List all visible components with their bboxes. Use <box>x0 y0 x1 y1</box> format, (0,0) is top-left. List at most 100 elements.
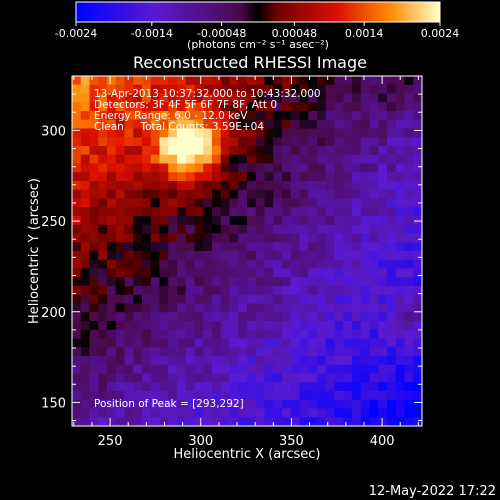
heatmap-cell <box>413 364 422 375</box>
heatmap-cell <box>194 312 204 322</box>
heatmap-cell <box>150 111 161 121</box>
heatmap-cell <box>168 294 178 305</box>
heatmap-cell <box>369 347 379 357</box>
heatmap-cell <box>72 119 82 130</box>
heatmap-cell <box>133 189 143 200</box>
heatmap-cell <box>308 119 318 130</box>
heatmap-cell <box>212 268 222 278</box>
heatmap-cell <box>299 286 309 296</box>
heatmap-cell <box>107 207 117 217</box>
heatmap-cell <box>264 181 274 191</box>
heatmap-cell <box>378 259 388 270</box>
heatmap-cell <box>325 277 336 287</box>
heatmap-cell <box>334 111 344 121</box>
heatmap-cell <box>325 321 336 331</box>
heatmap-cell <box>115 233 126 243</box>
heatmap-cell <box>282 312 292 322</box>
heatmap-cell <box>273 373 283 383</box>
heatmap-cell <box>212 224 222 235</box>
heatmap-cell <box>360 119 371 130</box>
heatmap-cell <box>142 207 152 217</box>
heatmap-cell <box>89 347 99 357</box>
heatmap-cell <box>395 128 406 138</box>
heatmap-cell <box>98 137 108 147</box>
heatmap-cell <box>404 146 414 156</box>
heatmap-cell <box>115 417 126 426</box>
heatmap-cell <box>98 364 108 375</box>
heatmap-cell <box>168 224 178 235</box>
heatmap-cell <box>264 277 274 287</box>
heatmap-cell <box>247 251 257 261</box>
heatmap-cell <box>212 373 222 383</box>
heatmap-cell <box>404 198 414 208</box>
heatmap-cell <box>220 242 231 252</box>
heatmap-cell <box>220 172 231 182</box>
heatmap-cell <box>299 382 309 392</box>
heatmap-cell <box>255 172 266 182</box>
heatmap-cell <box>404 259 414 270</box>
heatmap-cell <box>325 286 336 296</box>
heatmap-cell <box>308 399 318 410</box>
heatmap-cell <box>247 259 257 270</box>
heatmap-cell <box>238 408 248 418</box>
heatmap-cell <box>273 391 283 401</box>
heatmap-cell <box>255 233 266 243</box>
heatmap-cell <box>308 216 318 226</box>
heatmap-cell <box>264 408 274 418</box>
heatmap-cell <box>159 146 169 156</box>
heatmap-cell <box>142 172 152 182</box>
heatmap-cell <box>317 277 327 287</box>
heatmap-cell <box>264 189 274 200</box>
heatmap-cell <box>352 146 362 156</box>
heatmap-cell <box>299 84 309 95</box>
heatmap-cell <box>177 84 187 95</box>
heatmap-cell <box>159 233 169 243</box>
heatmap-cell <box>124 268 134 278</box>
heatmap-cell <box>343 84 353 95</box>
heatmap-cell <box>72 259 82 270</box>
heatmap-cell <box>317 181 327 191</box>
heatmap-cell <box>352 277 362 287</box>
heatmap-cell <box>360 259 371 270</box>
heatmap-cell <box>220 137 231 147</box>
heatmap-cell <box>98 119 108 130</box>
heatmap-cell <box>352 207 362 217</box>
heatmap-cell <box>247 408 257 418</box>
heatmap-cell <box>290 93 301 103</box>
heatmap-cell <box>142 128 152 138</box>
heatmap-cell <box>185 233 196 243</box>
heatmap-cell <box>282 399 292 410</box>
heatmap-cell <box>72 329 82 340</box>
heatmap-cell <box>212 286 222 296</box>
heatmap-cell <box>80 399 91 410</box>
heatmap-cell <box>80 286 91 296</box>
heatmap-cell <box>352 338 362 348</box>
heatmap-cell <box>247 382 257 392</box>
heatmap-cell <box>395 373 406 383</box>
heatmap-cell <box>203 224 213 235</box>
heatmap-cell <box>72 102 82 112</box>
heatmap-cell <box>80 373 91 383</box>
heatmap-cell <box>177 172 187 182</box>
heatmap-cell <box>159 391 169 401</box>
heatmap-cell <box>229 373 239 383</box>
heatmap-cell <box>317 207 327 217</box>
heatmap-cell <box>98 172 108 182</box>
heatmap-cell <box>395 251 406 261</box>
heatmap-cell <box>194 373 204 383</box>
heatmap-cell <box>299 146 309 156</box>
heatmap-cell <box>395 338 406 348</box>
heatmap-cell <box>168 347 178 357</box>
heatmap-cell <box>80 303 91 313</box>
heatmap-cell <box>150 154 161 165</box>
heatmap-cell <box>220 329 231 340</box>
heatmap-cell <box>72 408 82 418</box>
heatmap-cell <box>238 102 248 112</box>
heatmap-cell <box>247 399 257 410</box>
heatmap-cell <box>238 338 248 348</box>
heatmap-cell <box>378 198 388 208</box>
heatmap-cell <box>395 233 406 243</box>
heatmap-cell <box>247 417 257 426</box>
heatmap-cell <box>185 207 196 217</box>
heatmap-cell <box>133 137 143 147</box>
